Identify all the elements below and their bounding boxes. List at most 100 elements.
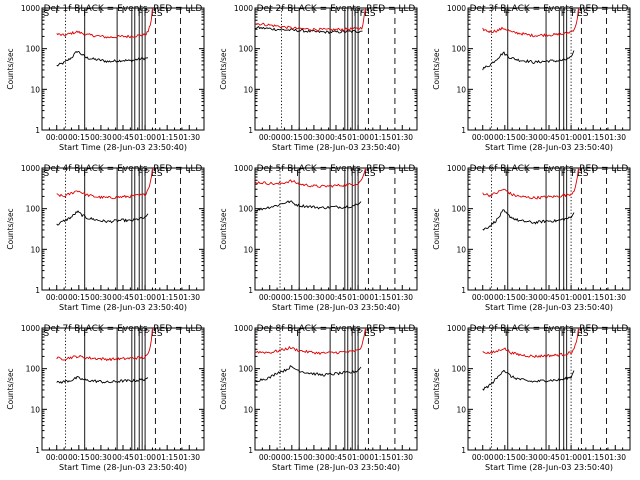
x-tick-label: 00:15 <box>281 293 303 302</box>
x-tick-label: 01:00 <box>347 293 369 302</box>
event-flag-label: F <box>296 329 301 339</box>
y-tick-label: 100 <box>452 365 467 374</box>
plot-frame <box>41 7 205 131</box>
x-axis-label: Start Time (28-Jun-03 23:50:40) <box>485 143 613 152</box>
event-flag-label: F <box>571 169 576 179</box>
event-flag-label: E <box>577 9 583 19</box>
x-tick-label: 01:00 <box>134 453 156 462</box>
panel-det-7: Det 7f BLACK = Events, RED = LLD11010010… <box>6 324 205 472</box>
event-flag-label: F <box>296 169 301 179</box>
x-tick-label: 01:00 <box>560 453 582 462</box>
event-flag-label: S <box>370 329 376 339</box>
x-tick-label: 00:15 <box>494 133 516 142</box>
event-flag-label: F <box>138 329 143 339</box>
lld-series-line <box>255 8 366 32</box>
y-tick-label: 1000 <box>21 164 40 173</box>
x-axis-label: Start Time (28-Jun-03 23:50:40) <box>485 463 613 472</box>
events-series-line <box>56 376 149 384</box>
lld-series-line <box>255 328 366 355</box>
x-tick-label: 01:15 <box>582 133 604 142</box>
event-flag-label: E <box>151 9 157 19</box>
y-axis-label: Counts/sec <box>219 208 228 249</box>
event-flag-label: E <box>364 169 370 179</box>
y-tick-label: 100 <box>26 205 41 214</box>
y-tick-label: 1 <box>248 126 253 135</box>
y-axis-label: Counts/sec <box>219 368 228 409</box>
y-axis-label: Counts/sec <box>432 368 441 409</box>
panel-det-4: Det 4f BLACK = Events, RED = LLD11010010… <box>6 164 205 312</box>
y-tick-label: 1 <box>35 446 40 455</box>
y-tick-label: 1 <box>248 446 253 455</box>
plot-frame <box>467 327 631 451</box>
event-flag-label: E <box>151 169 157 179</box>
x-axis-label: Start Time (28-Jun-03 23:50:40) <box>59 303 187 312</box>
x-tick-label: 00:15 <box>494 453 516 462</box>
series-group <box>56 168 153 226</box>
y-tick-label: 1 <box>248 286 253 295</box>
series-group <box>482 8 579 71</box>
y-tick-label: 1000 <box>21 324 40 333</box>
x-tick-label: 01:15 <box>369 453 391 462</box>
y-tick-label: 100 <box>26 365 41 374</box>
event-flag-label: F <box>505 169 510 179</box>
y-tick-label: 100 <box>452 205 467 214</box>
y-tick-label: 1000 <box>234 164 253 173</box>
x-tick-label: 00:00 <box>259 133 281 142</box>
event-flag-label: F <box>571 329 576 339</box>
panel-det-2: Det 2f BLACK = Events, RED = LLD11010010… <box>219 4 418 152</box>
x-tick-label: 00:15 <box>68 453 90 462</box>
event-flag-label: F <box>505 329 510 339</box>
x-tick-label: 01:00 <box>134 293 156 302</box>
y-tick-label: 100 <box>452 45 467 54</box>
x-tick-label: 01:00 <box>347 133 369 142</box>
event-flag-label: S <box>370 169 376 179</box>
x-tick-label: 00:00 <box>472 453 494 462</box>
y-tick-label: 100 <box>239 45 254 54</box>
x-tick-label: 01:30 <box>604 293 626 302</box>
panel-det-8: Det 8f BLACK = Events, RED = LLD11010010… <box>219 324 418 472</box>
event-flag-label: F <box>83 169 88 179</box>
x-tick-label: 00:45 <box>538 133 560 142</box>
x-tick-label: 01:15 <box>582 293 604 302</box>
x-tick-label: 00:45 <box>325 133 347 142</box>
x-tick-label: 01:30 <box>178 293 200 302</box>
event-flag-label: E <box>577 329 583 339</box>
event-flag-label: F <box>561 329 566 339</box>
y-axis-label: Counts/sec <box>432 48 441 89</box>
event-flag-label: S <box>370 9 376 19</box>
event-flag-label: F <box>351 329 356 339</box>
events-series-line <box>482 50 575 71</box>
x-tick-label: 01:30 <box>604 453 626 462</box>
y-tick-label: 10 <box>30 405 40 414</box>
x-tick-label: 01:00 <box>134 133 156 142</box>
y-tick-label: 1000 <box>447 324 466 333</box>
x-axis-label: Start Time (28-Jun-03 23:50:40) <box>59 143 187 152</box>
plot-frame <box>41 327 205 451</box>
event-flag-label: F <box>561 169 566 179</box>
y-tick-label: 1000 <box>447 164 466 173</box>
event-flag-label: E <box>364 329 370 339</box>
event-flag-label: E <box>364 9 370 19</box>
y-axis-label: Counts/sec <box>219 48 228 89</box>
event-flag-label: F <box>351 169 356 179</box>
y-tick-label: 100 <box>26 45 41 54</box>
x-axis-label: Start Time (28-Jun-03 23:50:40) <box>272 303 400 312</box>
series-group <box>255 8 366 34</box>
y-tick-label: 10 <box>243 405 253 414</box>
y-tick-label: 1 <box>35 126 40 135</box>
y-tick-label: 100 <box>239 205 254 214</box>
x-tick-label: 00:00 <box>472 133 494 142</box>
x-axis-label: Start Time (28-Jun-03 23:50:40) <box>272 143 400 152</box>
x-tick-label: 00:30 <box>90 453 112 462</box>
panel-det-5: Det 5f BLACK = Events, RED = LLD11010010… <box>219 164 418 312</box>
event-flag-label: S <box>583 169 589 179</box>
x-tick-label: 00:45 <box>112 453 134 462</box>
x-tick-label: 00:45 <box>538 293 560 302</box>
y-axis-label: Counts/sec <box>6 368 15 409</box>
events-series-line <box>255 365 362 383</box>
event-flag-label: F <box>357 329 362 339</box>
lld-series-line <box>482 8 579 38</box>
x-tick-label: 01:15 <box>156 293 178 302</box>
events-series-line <box>482 209 575 231</box>
